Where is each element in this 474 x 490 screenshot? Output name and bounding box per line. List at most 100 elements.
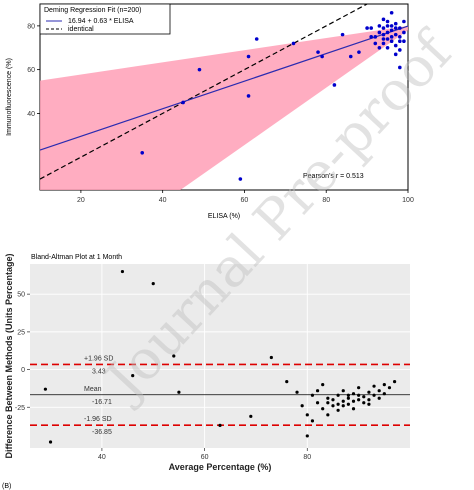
data-point <box>341 404 345 408</box>
data-point <box>336 393 340 397</box>
data-point <box>315 401 320 405</box>
data-point <box>369 35 374 39</box>
footer-label: (B) <box>2 483 11 490</box>
data-point <box>381 37 386 41</box>
data-point <box>369 26 374 30</box>
data-point <box>381 17 386 22</box>
data-point <box>393 43 398 48</box>
pearson-annotation: Pearson's r = 0.513 <box>303 173 364 180</box>
data-point <box>300 404 304 408</box>
data-point <box>249 414 253 418</box>
data-point <box>357 50 361 54</box>
data-point <box>389 28 394 33</box>
data-point <box>377 396 381 400</box>
data-point <box>351 399 356 403</box>
data-point <box>295 390 299 394</box>
data-point <box>326 401 330 405</box>
data-point <box>151 282 155 286</box>
x-tick-label: 80 <box>322 197 330 204</box>
grid-lines <box>30 264 410 448</box>
legend-title: Deming Regression Fit (n=200) <box>44 7 141 14</box>
reference-line-value: 3.43 <box>92 368 106 375</box>
x-tick-label: 40 <box>98 454 106 461</box>
data-point <box>316 50 320 54</box>
data-point <box>336 408 340 412</box>
y-axis-label: Difference Between Methods (Units Percen… <box>4 253 14 458</box>
data-point <box>362 401 366 405</box>
data-point <box>387 386 392 390</box>
reference-line-name: +1.96 SD <box>84 355 113 362</box>
y-tick-label: 0 <box>21 367 25 374</box>
data-point <box>131 374 135 378</box>
confidence-band <box>40 25 408 190</box>
data-point <box>305 434 309 438</box>
data-point <box>238 177 243 181</box>
data-point <box>326 413 330 417</box>
reference-line-name: -1.96 SD <box>84 416 112 423</box>
data-point <box>377 389 381 393</box>
y-tick-label: -25 <box>15 405 25 412</box>
data-point <box>372 393 376 397</box>
data-point <box>372 384 376 388</box>
chart-title: Bland-Altman Plot at 1 Month <box>31 254 122 261</box>
data-point <box>398 65 402 70</box>
data-point <box>331 404 335 408</box>
data-point <box>389 10 394 15</box>
legend-entry-identity: identical <box>68 26 94 33</box>
data-point <box>373 41 378 46</box>
data-point <box>246 54 251 59</box>
regression-fit-line <box>39 25 409 151</box>
data-point <box>120 269 125 274</box>
data-point <box>367 402 371 406</box>
data-point <box>373 35 378 39</box>
x-axis-ticks: 20 40 60 80 100 <box>77 190 414 204</box>
data-point <box>402 19 406 24</box>
data-point <box>398 35 402 39</box>
y-tick-label: 25 <box>17 329 25 336</box>
data-point <box>351 407 356 411</box>
data-point <box>254 37 259 41</box>
x-tick-label: 40 <box>159 197 167 204</box>
data-point <box>393 52 398 57</box>
data-point <box>381 26 386 30</box>
data-point <box>367 390 371 394</box>
data-point <box>172 354 176 358</box>
reference-line-value: -16.71 <box>92 399 112 406</box>
data-point <box>320 54 324 59</box>
data-point <box>385 45 390 50</box>
data-point <box>326 396 330 400</box>
x-axis-label: ELISA (%) <box>208 213 240 220</box>
data-point <box>402 39 406 43</box>
x-tick-label: 60 <box>241 197 249 204</box>
data-point <box>398 48 402 52</box>
y-tick-label: 50 <box>17 292 25 299</box>
data-points <box>43 269 397 444</box>
data-point <box>315 389 320 393</box>
data-point <box>398 26 402 30</box>
data-point <box>385 37 390 41</box>
data-point <box>321 407 325 411</box>
data-point <box>177 390 181 394</box>
data-point <box>357 393 361 397</box>
data-point <box>389 39 394 43</box>
data-point <box>382 392 386 396</box>
data-point <box>362 395 366 399</box>
data-point <box>367 398 371 402</box>
data-point <box>340 32 345 37</box>
legend-entry-fit: 16.94 + 0.63 * ELISA <box>68 18 134 25</box>
x-tick-label: 100 <box>402 197 414 204</box>
x-tick-label: 80 <box>303 454 311 461</box>
data-point <box>393 26 398 30</box>
data-point <box>291 41 296 46</box>
data-point <box>393 32 398 37</box>
data-point <box>310 393 315 397</box>
data-point <box>357 386 361 390</box>
y-tick-label: 80 <box>27 23 35 30</box>
data-point <box>377 24 382 28</box>
data-point <box>305 413 309 417</box>
data-point <box>382 383 386 387</box>
data-point <box>385 19 390 24</box>
data-point <box>392 380 397 384</box>
data-point <box>246 94 251 98</box>
